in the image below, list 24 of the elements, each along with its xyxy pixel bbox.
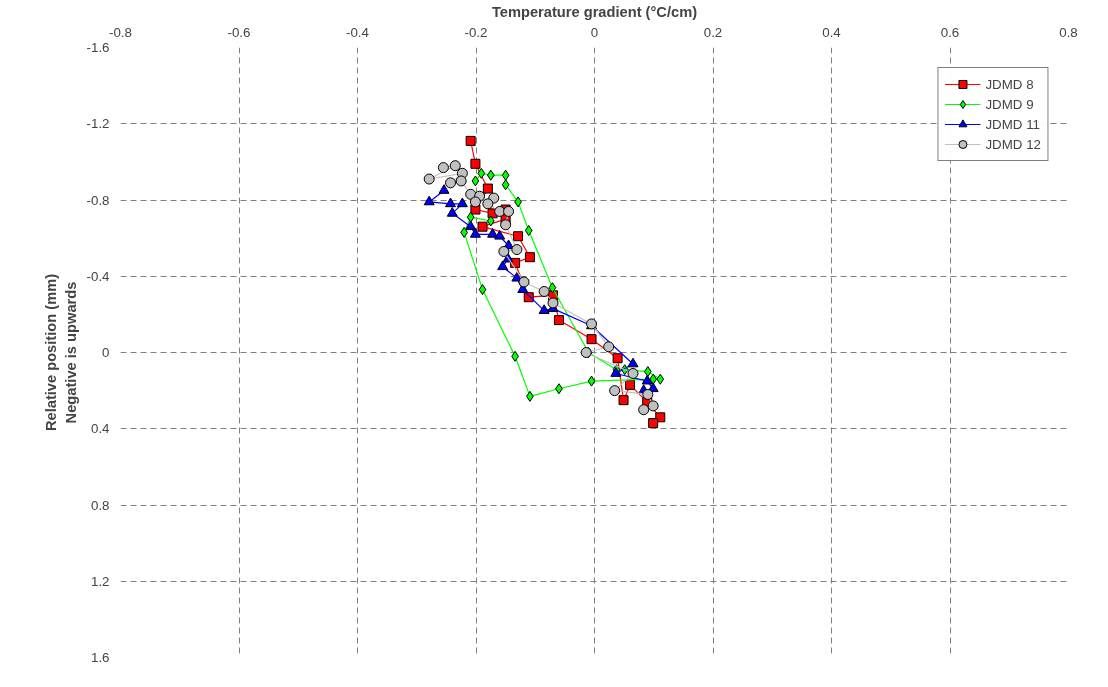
y-axis-title: Relative position (mm) Negative is upwards [43, 273, 79, 432]
x-tick-label: 0.6 [940, 24, 960, 40]
y-tick-label: 1.6 [90, 650, 110, 665]
x-tick-label: -0.6 [227, 24, 251, 40]
legend-label: JDMD 11 [985, 116, 1041, 132]
x-tick-label: -0.2 [464, 24, 488, 40]
y-tick-label: -1.6 [86, 40, 110, 55]
legend-label: JDMD 9 [985, 96, 1034, 112]
y-tick-label: -0.4 [86, 268, 111, 284]
x-tick-label: 0.8 [1059, 24, 1078, 40]
x-tick-label: 0.4 [822, 24, 842, 40]
y-tick-label: 0.8 [90, 497, 110, 513]
x-tick-label: 0 [590, 24, 599, 40]
x-tick-label: -0.8 [109, 24, 132, 40]
legend-label: JDMD 8 [985, 76, 1034, 92]
y-tick-label: 1.2 [90, 573, 110, 589]
x-tick-label: 0.2 [703, 24, 723, 40]
x-axis-title: Temperature gradient (°C/cm) [491, 3, 698, 20]
y-tick-label: 0.4 [90, 421, 111, 437]
legend-label: JDMD 12 [985, 136, 1041, 152]
y-tick-label: -1.2 [86, 116, 110, 132]
y-tick-label: 0 [102, 345, 110, 360]
y-tick-label: -0.8 [86, 192, 110, 208]
x-tick-label: -0.4 [346, 24, 370, 40]
